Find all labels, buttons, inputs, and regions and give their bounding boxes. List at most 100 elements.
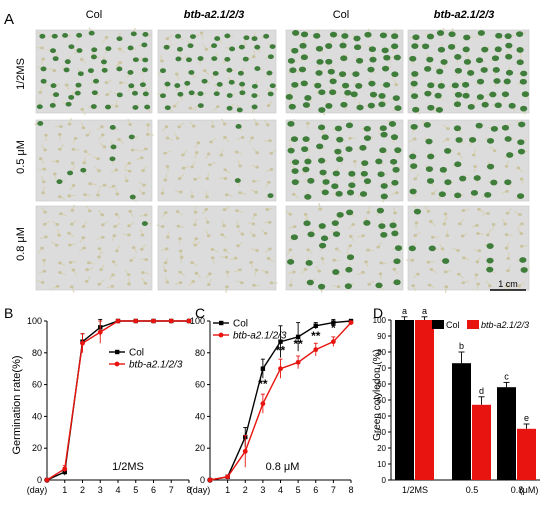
seedling: [505, 211, 510, 215]
seedling: [141, 191, 146, 195]
y-tick-label: 100: [373, 316, 387, 325]
seedling: [54, 243, 59, 247]
seedling: [266, 70, 273, 76]
seedling: [188, 90, 195, 96]
seedling: [426, 33, 435, 40]
seedling: [393, 54, 401, 61]
seedling: [50, 83, 57, 89]
seedling: [444, 285, 449, 289]
seedling: [201, 78, 208, 84]
seedling: [67, 122, 72, 126]
seedling: [392, 267, 397, 271]
x-axis-unit: (μM): [520, 485, 539, 495]
seedling: [68, 44, 75, 50]
seedling-plate: [285, 203, 404, 293]
seedling: [495, 32, 503, 39]
seedling: [196, 141, 201, 145]
seedling: [348, 234, 353, 238]
legend-label: btb-a2.1/2/3: [233, 331, 287, 342]
seedling: [506, 256, 510, 260]
seedling: [127, 45, 134, 51]
seedling: [504, 136, 512, 142]
seedling: [505, 69, 514, 76]
seedling: [205, 177, 210, 181]
seedling: [139, 156, 144, 160]
panel-a: A Col btb-a2.1/2/3 Col btb-a2.1/2/3 1/2M…: [4, 9, 530, 293]
seedling: [345, 146, 353, 152]
seedling: [457, 272, 461, 276]
seedling: [394, 147, 402, 154]
seedling: [142, 32, 149, 37]
seedling: [267, 220, 272, 224]
seedling-plate: [35, 27, 153, 115]
seedling: [344, 283, 352, 290]
seedling: [348, 244, 353, 248]
seedling: [177, 91, 184, 97]
seedling: [237, 70, 244, 76]
seedling: [346, 189, 355, 196]
legend-marker: [219, 320, 224, 326]
seedling: [486, 137, 495, 144]
seedling: [461, 209, 466, 212]
seedling: [115, 249, 119, 253]
seedling: [91, 90, 98, 96]
seedling: [490, 179, 498, 186]
seedling: [463, 34, 471, 41]
seedling: [236, 244, 240, 248]
panel-b-letter: B: [4, 305, 13, 321]
seedling: [453, 125, 462, 132]
seedling: [378, 93, 386, 99]
seedling: [131, 246, 136, 249]
seedling: [516, 47, 524, 53]
legend-marker: [218, 332, 224, 338]
seedling: [251, 36, 258, 42]
seedling: [117, 47, 122, 51]
seedling: [97, 169, 101, 173]
seedling: [291, 47, 299, 54]
seedling: [291, 192, 296, 196]
seedling: [453, 101, 462, 108]
seedling: [475, 224, 479, 227]
x-tick-label: 2: [80, 485, 85, 495]
seedling: [266, 256, 271, 260]
seedling: [355, 83, 363, 89]
seedling: [318, 207, 322, 211]
seedling: [127, 169, 132, 173]
seedling: [254, 268, 259, 272]
seedling: [193, 177, 197, 181]
seedling: [313, 32, 321, 39]
seedling: [102, 145, 107, 149]
seedling: [222, 122, 227, 126]
seedling: [55, 159, 60, 163]
seedling: [302, 166, 310, 173]
seedling: [80, 107, 85, 111]
seedling: [409, 55, 417, 62]
seedling: [58, 195, 62, 199]
seedling: [504, 233, 509, 237]
seedling: [75, 82, 82, 88]
panel-c-germination-0-8: C 0 20 40 60 80 100 1 2 3 4 5 6 7 8 (day) 0.8 μM Colbtb-…: [190, 305, 354, 495]
seedling: [329, 78, 337, 85]
seedling: [216, 105, 220, 109]
panel-b-ylabel: Germination rate(%): [11, 355, 23, 454]
data-point: [313, 323, 318, 328]
seedling: [40, 78, 47, 84]
seedling: [114, 168, 119, 172]
seedling: [194, 151, 199, 154]
seedling: [412, 34, 420, 41]
seedling: [211, 125, 215, 128]
condition-annotation: 0.8 μM: [266, 461, 300, 473]
significance-mark: **: [276, 343, 286, 357]
seedling: [63, 67, 70, 73]
seedling: [68, 94, 75, 100]
seedling: [345, 122, 354, 129]
seedling: [100, 59, 107, 65]
seedling: [178, 190, 183, 194]
seedling: [356, 104, 364, 111]
seedling: [428, 245, 436, 252]
seedling: [269, 281, 274, 285]
seedling: [520, 222, 524, 226]
seedling: [505, 189, 509, 193]
seedling: [143, 213, 148, 217]
seedling: [412, 106, 420, 113]
